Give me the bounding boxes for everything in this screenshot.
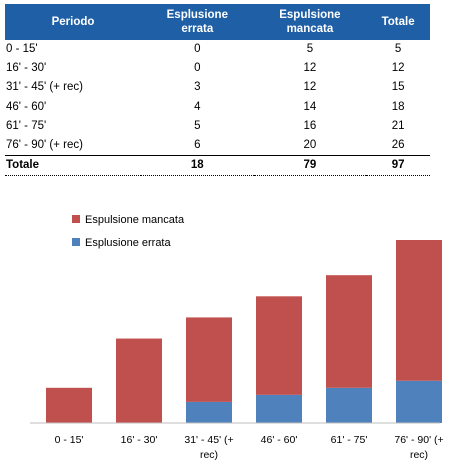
- bar-espulsione-mancata-0: [46, 387, 92, 423]
- cell-errata: 4: [194, 100, 201, 113]
- stacked-bar-chart: 0 - 15' 16' - 30' 31' - 45' (+ rec) 46' - 60…: [30, 214, 444, 461]
- header-esplusione-errata: Esplusione errata: [141, 4, 254, 40]
- cell-mancata: 12: [303, 81, 317, 94]
- legend-label-0: Espulsione mancata: [85, 214, 185, 226]
- legend-swatch-1: [72, 238, 80, 246]
- bar-espulsione-mancata-5: [396, 240, 442, 381]
- cell-totale: 21: [391, 119, 405, 132]
- bar-esplusione-errata-5: [396, 380, 442, 423]
- total-label: Totale: [5, 155, 141, 177]
- cell-errata: 0: [194, 43, 201, 56]
- x-tick-label-2: 31' - 45' (+ rec): [184, 434, 233, 461]
- cell-mancata: 16: [303, 119, 317, 132]
- table-header-row: Periodo Esplusione errata Espulsione man…: [5, 4, 430, 40]
- x-tick-label-1: 16' - 30': [121, 434, 158, 446]
- legend-label-1: Esplusione errata: [85, 237, 171, 249]
- x-tick-label-3: 46' - 60': [261, 434, 298, 446]
- chart-bars: [46, 240, 442, 423]
- cell-period: 76' - 90' (+ rec): [6, 139, 83, 152]
- summary-table: Periodo Esplusione errata Espulsione man…: [5, 4, 430, 177]
- table-row: 31' - 45' (+ rec) 3 12 15: [5, 78, 430, 97]
- cell-mancata: 5: [306, 43, 314, 56]
- x-tick-label-0: 0 - 15': [55, 434, 84, 446]
- header-mancata-line2: mancata: [286, 23, 334, 35]
- table-row: 46' - 60' 4 14 18: [5, 98, 430, 117]
- cell-mancata: 20: [303, 139, 317, 152]
- bar-espulsione-mancata-1: [116, 338, 162, 423]
- header-errata-line2: errata: [181, 23, 214, 35]
- cell-errata: 5: [194, 119, 201, 132]
- cell-errata: 0: [194, 62, 201, 75]
- summary-table-container: Periodo Esplusione errata Espulsione man…: [5, 4, 430, 177]
- table-row: 0 - 15' 0 5 5: [5, 40, 430, 59]
- total-mancata: 79: [253, 155, 367, 177]
- header-errata-line1: Esplusione: [166, 9, 228, 21]
- table-total-row: Totale 18 79 97: [5, 155, 430, 177]
- table-row: 76' - 90' (+ rec) 6 20 26: [5, 136, 430, 156]
- x-tick-label-5: 76' - 90' (+ rec): [394, 434, 443, 461]
- legend-swatch-0: [72, 215, 80, 223]
- cell-mancata: 12: [303, 62, 317, 75]
- cell-period: 16' - 30': [6, 62, 47, 75]
- bar-espulsione-mancata-4: [326, 275, 372, 388]
- bar-espulsione-mancata-3: [256, 296, 302, 395]
- cell-mancata: 14: [303, 100, 317, 113]
- x-axis-labels: 0 - 15' 16' - 30' 31' - 45' (+ rec) 46' - 60…: [55, 434, 444, 461]
- header-espulsione-mancata: Espulsione mancata: [254, 4, 367, 40]
- cell-totale: 26: [391, 139, 405, 152]
- total-errata: 18: [141, 155, 254, 177]
- cell-errata: 6: [194, 139, 201, 152]
- cell-totale: 5: [394, 43, 402, 56]
- table-row: 16' - 30' 0 12 12: [5, 59, 430, 78]
- cell-period: 31' - 45' (+ rec): [6, 81, 83, 94]
- header-totale: Totale: [366, 4, 430, 40]
- total-totale: 97: [366, 155, 430, 177]
- header-mancata-line1: Espulsione: [279, 9, 341, 21]
- x-tick-label-4: 61' - 75': [331, 434, 368, 446]
- cell-period: 0 - 15': [6, 43, 38, 56]
- cell-totale: 12: [391, 62, 405, 75]
- bar-esplusione-errata-4: [326, 387, 372, 423]
- bar-esplusione-errata-2: [186, 401, 232, 423]
- cell-period: 46' - 60': [6, 100, 47, 113]
- table-row: 61' - 75' 5 16 21: [5, 117, 430, 136]
- header-periodo-label: Periodo: [51, 16, 95, 28]
- header-periodo: Periodo: [5, 4, 141, 40]
- cell-period: 61' - 75': [6, 119, 47, 132]
- chart-legend: Espulsione mancata Esplusione errata: [72, 214, 185, 249]
- cell-totale: 15: [391, 81, 405, 94]
- cell-totale: 18: [391, 100, 405, 113]
- cell-errata: 3: [194, 81, 201, 94]
- header-totale-label: Totale: [381, 16, 415, 28]
- bar-espulsione-mancata-2: [186, 317, 232, 402]
- bar-esplusione-errata-3: [256, 394, 302, 423]
